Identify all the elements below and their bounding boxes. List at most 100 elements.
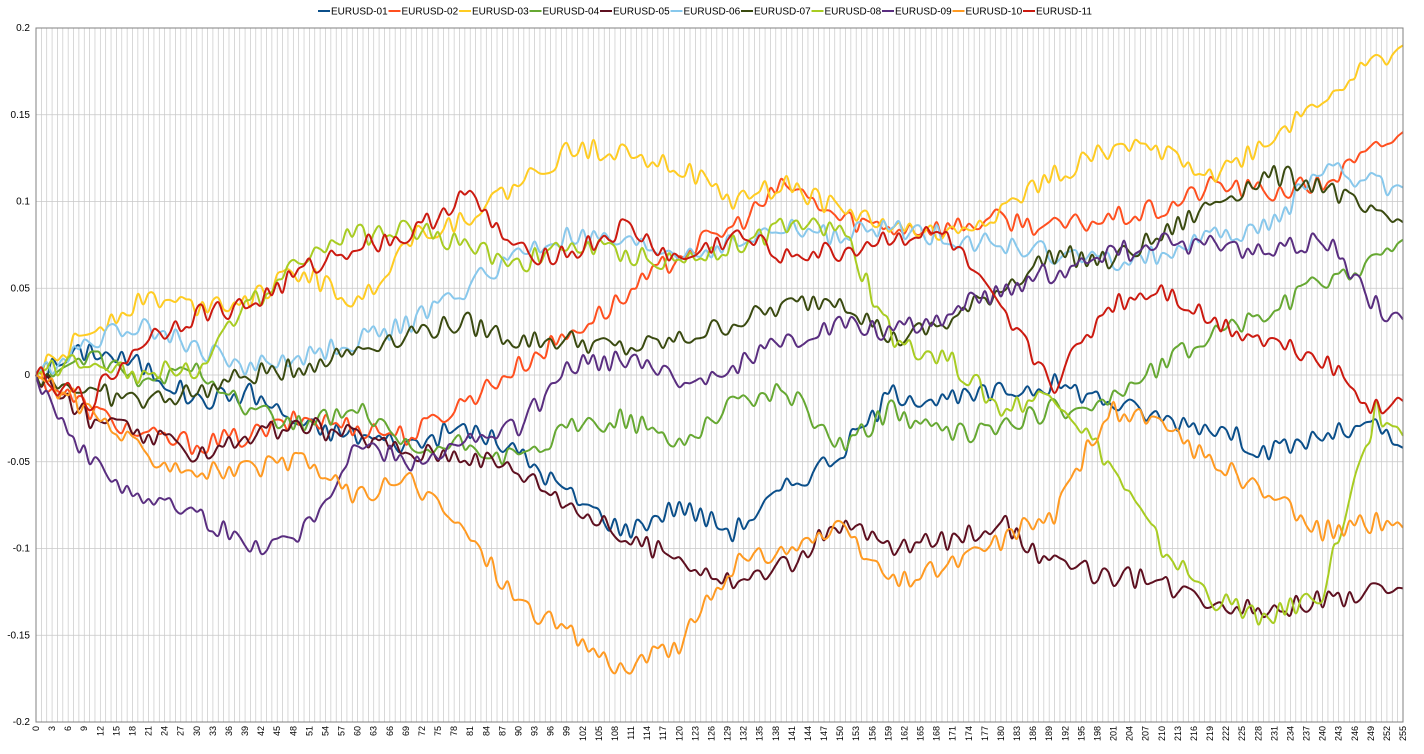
x-tick-label: 228 bbox=[1253, 726, 1263, 741]
legend-label: EURUSD-11 bbox=[1036, 7, 1092, 18]
x-tick-label: 222 bbox=[1221, 726, 1231, 741]
x-tick-label: 93 bbox=[530, 726, 540, 736]
series-line-eurusd-04 bbox=[35, 238, 1404, 466]
x-tick-label: 24 bbox=[160, 726, 170, 736]
x-tick-label: 126 bbox=[706, 726, 716, 741]
y-tick-label: 0.05 bbox=[11, 283, 31, 294]
x-tick-label: 240 bbox=[1318, 726, 1328, 741]
x-tick-label: 48 bbox=[288, 726, 298, 736]
legend-label: EURUSD-08 bbox=[825, 7, 882, 18]
x-tick-label: 210 bbox=[1157, 726, 1167, 741]
chart-legend: EURUSD-01 EURUSD-02 EURUSD-03 EURUSD-04 EURU… bbox=[318, 7, 1092, 18]
legend-label: EURUSD-03 bbox=[472, 7, 529, 18]
x-tick-label: 150 bbox=[835, 726, 845, 741]
x-tick-label: 114 bbox=[642, 726, 652, 740]
plot-area bbox=[35, 27, 1404, 723]
x-tick-label: 108 bbox=[610, 726, 620, 741]
x-tick-label: 21 bbox=[144, 726, 154, 736]
x-tick-label: 123 bbox=[690, 726, 700, 741]
x-tick-label: 9 bbox=[79, 726, 89, 731]
x-tick-label: 144 bbox=[803, 726, 813, 741]
x-tick-label: 138 bbox=[771, 726, 781, 741]
x-tick-label: 192 bbox=[1060, 726, 1070, 741]
x-tick-label: 51 bbox=[304, 726, 314, 736]
y-axis: 0.2 0.15 0.1 0.05 0 -0.05 -0.1 -0.15 -0.2 bbox=[7, 23, 30, 728]
x-tick-label: 213 bbox=[1173, 726, 1183, 741]
x-tick-label: 60 bbox=[353, 726, 363, 736]
x-tick-label: 75 bbox=[433, 726, 443, 736]
x-tick-label: 30 bbox=[192, 726, 202, 736]
x-tick-label: 231 bbox=[1269, 726, 1279, 741]
x-tick-label: 66 bbox=[385, 726, 395, 736]
x-tick-label: 12 bbox=[95, 726, 105, 736]
x-tick-label: 147 bbox=[819, 726, 829, 741]
x-tick-label: 102 bbox=[578, 726, 588, 741]
y-tick-label: 0 bbox=[24, 370, 30, 381]
y-tick-label: -0.05 bbox=[7, 457, 30, 468]
x-tick-label: 6 bbox=[63, 726, 73, 731]
series-line-eurusd-08 bbox=[35, 217, 1404, 626]
legend-label: EURUSD-04 bbox=[543, 7, 600, 18]
x-tick-label: 63 bbox=[369, 726, 379, 736]
x-tick-label: 15 bbox=[111, 726, 121, 736]
x-tick-label: 36 bbox=[224, 726, 234, 736]
x-tick-label: 246 bbox=[1350, 726, 1360, 741]
series-line-eurusd-07 bbox=[35, 165, 1404, 409]
y-tick-label: 0.1 bbox=[16, 197, 30, 208]
x-tick-label: 234 bbox=[1285, 726, 1295, 741]
x-tick-label: 225 bbox=[1237, 726, 1247, 741]
x-tick-label: 90 bbox=[513, 726, 523, 736]
series-line-eurusd-02 bbox=[35, 131, 1404, 455]
x-tick-label: 165 bbox=[916, 726, 926, 741]
x-tick-label: 72 bbox=[417, 726, 427, 736]
x-tick-label: 252 bbox=[1382, 726, 1392, 741]
series-line-eurusd-03 bbox=[35, 44, 1404, 380]
x-tick-label: 96 bbox=[546, 726, 556, 736]
plot-border bbox=[35, 27, 1404, 723]
y-tick-label: -0.15 bbox=[7, 630, 30, 641]
x-tick-label: 54 bbox=[320, 726, 330, 736]
x-tick-label: 162 bbox=[899, 726, 909, 741]
x-tick-label: 207 bbox=[1141, 726, 1151, 741]
x-tick-label: 159 bbox=[883, 726, 893, 741]
y-tick-label: -0.2 bbox=[13, 717, 31, 728]
x-tick-label: 204 bbox=[1125, 726, 1135, 741]
x-tick-label: 237 bbox=[1302, 726, 1312, 741]
series-line-eurusd-01 bbox=[35, 343, 1404, 543]
x-tick-label: 153 bbox=[851, 726, 861, 741]
series-line-eurusd-09 bbox=[35, 232, 1404, 556]
x-tick-label: 69 bbox=[401, 726, 411, 736]
x-tick-label: 189 bbox=[1044, 726, 1054, 741]
y-tick-label: 0.2 bbox=[16, 23, 30, 34]
x-tick-label: 27 bbox=[176, 726, 186, 736]
x-tick-label: 171 bbox=[948, 726, 958, 741]
y-tick-label: -0.1 bbox=[13, 544, 31, 555]
legend-label: EURUSD-09 bbox=[895, 7, 952, 18]
x-tick-label: 168 bbox=[932, 726, 942, 741]
x-tick-label: 3 bbox=[47, 726, 57, 731]
x-axis: 0 3 6 9 12 15 18 21 24 27 30 33 36 39 42 45 48 51 54 57 60 63… bbox=[31, 726, 1408, 741]
x-tick-label: 81 bbox=[465, 726, 475, 736]
x-tick-label: 39 bbox=[240, 726, 250, 736]
series-line-eurusd-10 bbox=[35, 374, 1404, 675]
x-tick-label: 195 bbox=[1076, 726, 1086, 741]
series-layer bbox=[35, 44, 1404, 675]
x-tick-label: 18 bbox=[127, 726, 137, 736]
x-tick-label: 84 bbox=[481, 726, 491, 736]
x-tick-label: 120 bbox=[674, 726, 684, 741]
x-tick-label: 198 bbox=[1092, 726, 1102, 741]
x-tick-label: 174 bbox=[964, 726, 974, 741]
x-tick-label: 0 bbox=[31, 726, 41, 731]
x-tick-label: 135 bbox=[755, 726, 765, 741]
series-line-eurusd-05 bbox=[35, 374, 1404, 619]
x-tick-label: 33 bbox=[208, 726, 218, 736]
x-tick-label: 57 bbox=[337, 726, 347, 736]
x-tick-label: 117 bbox=[658, 726, 668, 740]
x-tick-label: 78 bbox=[449, 726, 459, 736]
x-tick-label: 156 bbox=[867, 726, 877, 741]
x-tick-label: 177 bbox=[980, 726, 990, 741]
legend-label: EURUSD-10 bbox=[966, 7, 1023, 18]
legend-label: EURUSD-02 bbox=[402, 7, 459, 18]
x-tick-label: 132 bbox=[739, 726, 749, 741]
